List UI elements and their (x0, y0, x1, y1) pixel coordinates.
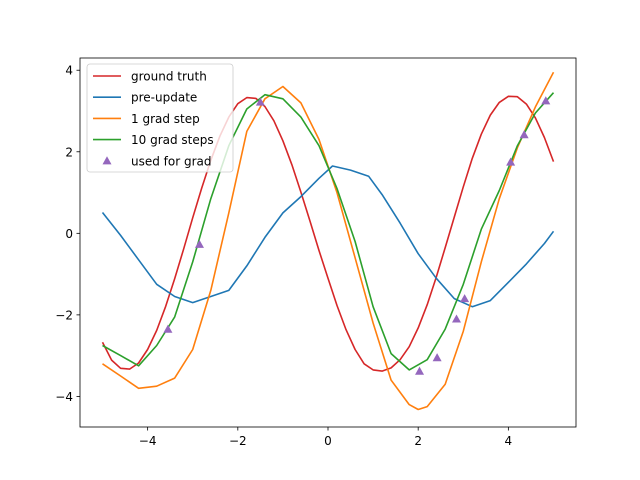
legend-marker (102, 156, 112, 165)
legend-label: 1 grad step (131, 112, 200, 126)
legend-label: used for grad (131, 154, 212, 168)
scatter-point (541, 96, 551, 105)
series-line-ground-truth (101, 95, 555, 372)
legend-label: 10 grad steps (131, 133, 214, 147)
x-tick-label: 2 (414, 434, 422, 448)
legend-box (86, 63, 234, 173)
x-tick-label: 0 (324, 434, 332, 448)
legend-label: ground truth (131, 70, 207, 84)
scatter-point (194, 239, 204, 248)
tick-layer: −4 −2 0 2 4 −4 −2 0 2 4 (55, 64, 512, 448)
series-layer (101, 71, 555, 411)
y-tick-label: 2 (65, 145, 73, 159)
scatter-point (506, 157, 516, 166)
legend: ground truth pre-update 1 grad step 10 grad… (86, 63, 234, 173)
x-tick-label: 4 (505, 434, 513, 448)
scatter-point (460, 294, 470, 303)
scatter-layer (163, 96, 551, 375)
scatter-point (255, 97, 265, 106)
y-tick-label: 0 (65, 227, 73, 241)
series-line-1-grad-step (102, 71, 555, 411)
scatter-point (163, 324, 173, 333)
series-line-10-grad-steps (102, 92, 555, 371)
scatter-point (519, 130, 529, 139)
scatter-point (452, 314, 462, 323)
x-tick-label: −4 (139, 434, 157, 448)
legend-label: pre-update (131, 91, 197, 105)
y-tick-label: −4 (55, 390, 73, 404)
axes-frame (79, 57, 577, 428)
y-tick-label: −2 (55, 308, 73, 322)
x-tick-label: −2 (229, 434, 247, 448)
series-line-pre-update (101, 165, 555, 308)
scatter-point (432, 353, 442, 362)
y-tick-label: 4 (65, 64, 73, 78)
scatter-point (415, 366, 425, 375)
